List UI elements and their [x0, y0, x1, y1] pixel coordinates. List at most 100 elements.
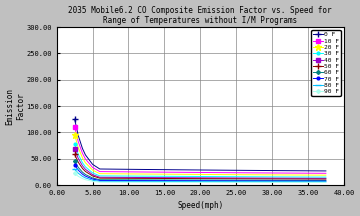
10 F [176, 171, 181, 174]
20 F [184, 173, 188, 176]
20 F [191, 173, 195, 176]
40 F [191, 176, 195, 179]
90 F [98, 181, 102, 183]
40 F [155, 176, 159, 179]
Line: 80 F: 80 F [72, 167, 329, 184]
30 F [134, 175, 138, 177]
60 F [105, 178, 109, 181]
50 F [80, 167, 85, 170]
30 F [98, 175, 102, 177]
50 F [191, 177, 195, 180]
60 F [227, 179, 231, 181]
30 F [112, 175, 116, 177]
Line: 90 F: 90 F [73, 172, 327, 184]
60 F [198, 179, 202, 181]
Legend: 0 F, 10 F, 20 F, 30 F, 40 F, 50 F, 60 F, 70 F, 80 F, 90 F: 0 F, 10 F, 20 F, 30 F, 40 F, 50 F, 60 F,… [311, 30, 341, 96]
80 F [148, 180, 152, 183]
20 F [126, 173, 131, 175]
60 F [162, 179, 167, 181]
70 F [270, 180, 274, 182]
10 F [83, 158, 87, 160]
20 F [324, 174, 328, 176]
40 F [284, 177, 289, 179]
40 F [298, 177, 303, 179]
70 F [241, 180, 246, 182]
40 F [76, 157, 80, 160]
60 F [191, 179, 195, 181]
40 F [324, 177, 328, 180]
20 F [313, 174, 317, 176]
60 F [126, 178, 131, 181]
20 F [162, 173, 167, 175]
60 F [80, 171, 85, 173]
90 F [241, 181, 246, 184]
90 F [162, 181, 167, 184]
10 F [148, 171, 152, 173]
10 F [256, 172, 260, 174]
80 F [176, 180, 181, 183]
20 F [141, 173, 145, 175]
60 F [112, 178, 116, 181]
90 F [90, 180, 95, 183]
80 F [80, 175, 85, 178]
80 F [112, 180, 116, 183]
0 F [191, 169, 195, 171]
20 F [227, 173, 231, 176]
90 F [324, 181, 328, 184]
0 F [83, 154, 87, 156]
20 F [256, 173, 260, 176]
0 F [119, 168, 123, 170]
70 F [212, 179, 217, 182]
50 F [170, 177, 174, 180]
10 F [80, 152, 85, 155]
60 F [148, 179, 152, 181]
80 F [191, 180, 195, 183]
90 F [112, 181, 116, 183]
10 F [105, 170, 109, 173]
50 F [148, 177, 152, 180]
30 F [191, 175, 195, 178]
10 F [191, 171, 195, 174]
60 F [155, 179, 159, 181]
30 F [80, 162, 85, 164]
10 F [134, 171, 138, 173]
90 F [227, 181, 231, 184]
10 F [126, 171, 131, 173]
0 F [298, 170, 303, 172]
10 F [324, 172, 328, 175]
50 F [313, 178, 317, 180]
50 F [270, 178, 274, 180]
0 F [176, 168, 181, 171]
10 F [298, 172, 303, 175]
30 F [72, 143, 77, 145]
30 F [105, 175, 109, 177]
40 F [105, 176, 109, 179]
90 F [76, 175, 80, 178]
70 F [155, 179, 159, 182]
70 F [112, 179, 116, 182]
0 F [134, 168, 138, 171]
70 F [256, 180, 260, 182]
0 F [162, 168, 167, 171]
90 F [170, 181, 174, 184]
70 F [90, 178, 95, 180]
Line: 20 F: 20 F [71, 132, 329, 179]
Line: 0 F: 0 F [72, 116, 329, 174]
Line: 60 F: 60 F [73, 160, 327, 182]
70 F [126, 179, 131, 182]
40 F [212, 177, 217, 179]
80 F [170, 180, 174, 183]
70 F [119, 179, 123, 182]
80 F [105, 180, 109, 183]
0 F [270, 169, 274, 172]
50 F [98, 177, 102, 179]
50 F [83, 170, 87, 173]
40 F [72, 148, 77, 151]
90 F [298, 181, 303, 184]
80 F [256, 180, 260, 183]
50 F [141, 177, 145, 180]
80 F [227, 180, 231, 183]
10 F [227, 171, 231, 174]
70 F [170, 179, 174, 182]
0 F [241, 169, 246, 172]
